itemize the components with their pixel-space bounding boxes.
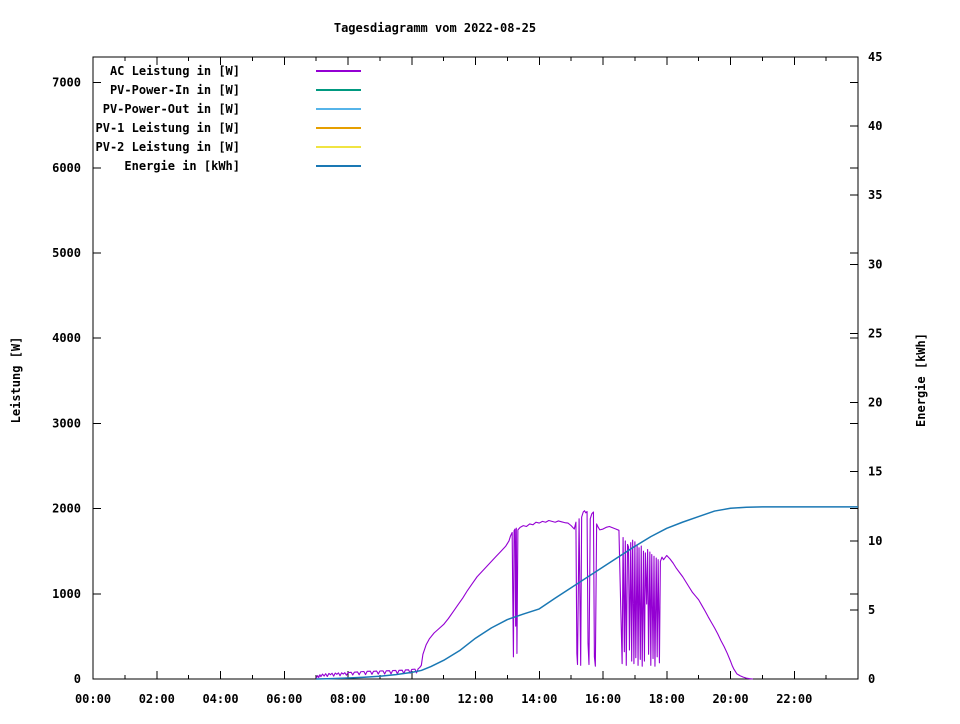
x-tick-label: 06:00 [266, 692, 302, 706]
y-right-tick-label: 40 [868, 119, 882, 133]
data-curves [315, 506, 858, 680]
y-left-tick-label: 7000 [52, 76, 81, 90]
y-right-tick-label: 5 [868, 603, 875, 617]
y-left-tick-label: 4000 [52, 331, 81, 345]
legend-item-label: PV-1 Leistung in [W] [96, 121, 241, 135]
y-right-tick-label: 20 [868, 396, 882, 410]
x-tick-label: 18:00 [649, 692, 685, 706]
legend-item-label: PV-Power-In in [W] [110, 83, 240, 97]
x-tick-label: 00:00 [75, 692, 111, 706]
legend-item: PV-Power-In in [W] [110, 83, 361, 97]
y-left-tick-label: 2000 [52, 502, 81, 516]
y-right-tick-label: 10 [868, 534, 882, 548]
legend-item: PV-2 Leistung in [W] [96, 140, 361, 154]
y-axis-label-left: Leistung [W] [9, 337, 23, 424]
y-right-tick-label: 15 [868, 465, 882, 479]
legend-item: PV-1 Leistung in [W] [96, 121, 361, 135]
legend-item-label: AC Leistung in [W] [110, 64, 240, 78]
x-tick-label: 10:00 [394, 692, 430, 706]
legend: AC Leistung in [W] PV-Power-In in [W] PV-P… [96, 64, 361, 173]
curve-energie [316, 506, 858, 680]
y-left-tick-label: 6000 [52, 161, 81, 175]
legend-item: PV-Power-Out in [W] [103, 102, 361, 116]
y-left-tick-label: 5000 [52, 246, 81, 260]
legend-item-label: Energie in [kWh] [124, 159, 240, 173]
y-left-tick-label: 1000 [52, 587, 81, 601]
x-tick-label: 22:00 [776, 692, 812, 706]
y-right-tick-label: 45 [868, 50, 882, 64]
x-tick-label: 08:00 [330, 692, 366, 706]
y-right-tick-label: 25 [868, 326, 882, 340]
y-axis-label-right: Energie [kWh] [914, 333, 928, 427]
x-tick-label: 16:00 [585, 692, 621, 706]
y-right-tick-label: 30 [868, 257, 882, 271]
chart-title: Tagesdiagramm vom 2022-08-25 [334, 21, 536, 35]
y-right-tick-label: 35 [868, 188, 882, 202]
legend-item-label: PV-2 Leistung in [W] [96, 140, 241, 154]
x-tick-label: 12:00 [457, 692, 493, 706]
x-tick-label: 14:00 [521, 692, 557, 706]
x-tick-label: 04:00 [202, 692, 238, 706]
legend-item-label: PV-Power-Out in [W] [103, 102, 240, 116]
x-tick-label: 02:00 [139, 692, 175, 706]
axis-tick-labels: 00:00 02:00 04:00 06:00 08:00 10:00 12:00 14:00… [52, 50, 882, 706]
axis-ticks [92, 56, 858, 680]
legend-item: Energie in [kWh] [124, 159, 361, 173]
y-left-tick-label: 3000 [52, 416, 81, 430]
legend-item: AC Leistung in [W] [110, 64, 361, 78]
curve-ac-leistung [315, 510, 753, 680]
x-tick-label: 20:00 [712, 692, 748, 706]
y-left-tick-label: 0 [74, 672, 81, 686]
y-right-tick-label: 0 [868, 672, 875, 686]
